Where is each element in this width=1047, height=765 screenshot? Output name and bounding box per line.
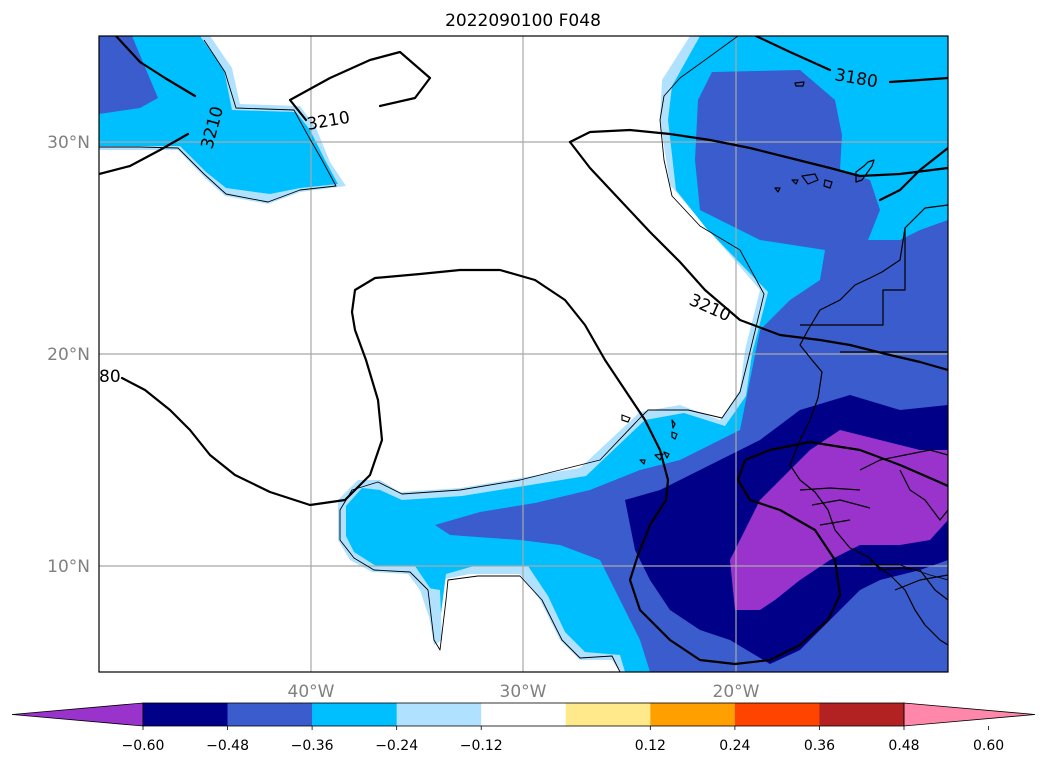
colorbar-segment [396, 703, 482, 726]
colorbar-tick-label: 0.36 [804, 738, 835, 754]
contour-ridge-3210 [568, 140, 948, 372]
colorbar-tick-label: −0.36 [291, 738, 334, 754]
cape-verde-islands [621, 414, 678, 465]
guinea-borders [869, 559, 948, 646]
map-title: 2022090100 F048 [445, 11, 601, 31]
east-purple-core [730, 430, 948, 610]
colorbar-outline [142, 702, 905, 727]
colorbar-tick-label: 0.48 [888, 738, 919, 754]
colorbar-segment [819, 703, 905, 726]
nw-cyan-band [99, 36, 338, 194]
contour-north-3210-loop [288, 50, 432, 122]
nw-blue-patch [99, 36, 158, 114]
colorbar-tick-label: −0.12 [460, 738, 503, 754]
colorbar-tick-label: 0.24 [719, 738, 750, 754]
lat-label-30n: 30°N [47, 133, 90, 153]
contour-label-west: 80 [99, 367, 121, 387]
colorbar-segment [227, 703, 313, 726]
colorbar-segment [650, 703, 736, 726]
lon-label-40w: 40°W [288, 682, 335, 702]
colorbar-segment [734, 703, 820, 726]
contour-central-low [120, 268, 948, 666]
coastlines [99, 36, 948, 672]
map-panel: 3210 3210 3210 3180 80 [98, 35, 949, 673]
map-frame [98, 35, 949, 673]
contour-nw-3210-lower [99, 132, 190, 176]
western-sahara-border [800, 228, 906, 326]
latitude-labels: 30°N 20°N 10°N [47, 133, 90, 577]
contour-ne-3180 [754, 36, 832, 72]
lat-label-20n: 20°N [47, 345, 90, 365]
senegal-gambia-borders [799, 449, 948, 526]
sw-coast-thin [860, 564, 948, 581]
lon-label-20w: 20°W [713, 682, 760, 702]
filled-anomaly-field [99, 36, 948, 672]
sw-lightblue-tongue [428, 588, 442, 645]
height-contours [99, 36, 948, 666]
contour-east-3210 [568, 128, 948, 178]
colorbar-segment [565, 703, 651, 726]
contour-ne-3180-end [888, 76, 948, 84]
canary-islands [774, 81, 875, 193]
colorbar-segment [481, 703, 567, 726]
contour-ne-branch [878, 146, 948, 202]
contour-nw-3210-upper [114, 36, 197, 98]
colorbar-tick-label: 0.60 [973, 738, 1004, 754]
colorbar: −0.60 −0.48 −0.36 −0.24 −0.12 0.12 0.24 0.36 0.4… [11, 702, 1036, 754]
colorbar-segment [312, 703, 397, 726]
colorbar-segment [143, 703, 228, 726]
colorbar-tick-label: −0.48 [206, 738, 249, 754]
longitude-labels: 40°W 30°W 20°W [288, 682, 760, 702]
nw-thin-coast [99, 39, 337, 203]
colorbar-tick-label: −0.24 [375, 738, 418, 754]
colorbar-extend-low [11, 702, 144, 727]
colorbar-extend-high [903, 702, 1036, 727]
lon-label-30w: 30°W [500, 682, 547, 702]
east-thin-coast [339, 36, 765, 672]
colorbar-tick-label: −0.60 [122, 738, 165, 754]
colorbar-tick-label: 0.12 [635, 738, 666, 754]
lat-label-10n: 10°N [47, 557, 90, 577]
